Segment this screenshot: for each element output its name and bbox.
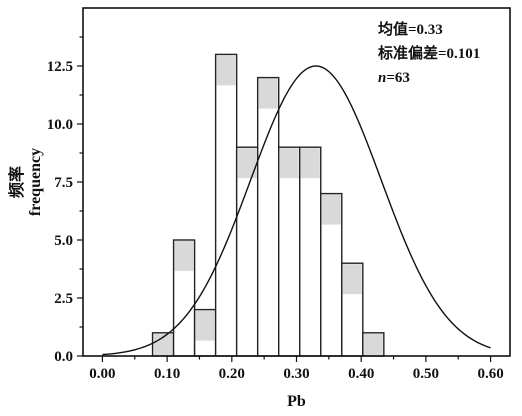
n-symbol: n [378, 70, 386, 86]
histogram-bar-shading [300, 148, 320, 179]
n-value: =63 [386, 70, 410, 86]
histogram-bar-shading [237, 148, 257, 179]
x-tick-label: 0.20 [219, 366, 245, 382]
x-tick-label: 0.60 [477, 366, 503, 382]
histogram-bar [278, 146, 301, 357]
y-tick-label: 12.5 [47, 59, 73, 75]
histogram-bar-shading [153, 333, 173, 355]
histogram-bar [214, 53, 238, 357]
x-axis: 0.00 0.10 0.20 0.30 0.40 0.50 0.60 [89, 356, 504, 382]
histogram-bar [256, 76, 280, 357]
y-tick-label: 7.5 [54, 175, 73, 191]
y-tick-label: 5.0 [54, 233, 73, 249]
histogram-bar-shading [342, 264, 362, 295]
histogram-bar-shading [321, 194, 341, 225]
histogram-bar-shading [195, 310, 215, 341]
y-tick-label: 2.5 [54, 291, 73, 307]
histogram-bar-shading [279, 148, 299, 179]
x-tick-label: 0.30 [283, 366, 309, 382]
x-tick-label: 0.50 [413, 366, 439, 382]
bars-group [151, 53, 385, 357]
y-tick-label: 0.0 [54, 349, 73, 365]
x-tick-label: 0.10 [154, 366, 180, 382]
n-annotation: n=63 [378, 70, 410, 86]
sd-annotation: 标准偏差=0.101 [377, 44, 480, 62]
histogram-bar [235, 146, 259, 357]
x-tick-label: 0.00 [89, 366, 115, 382]
normal-fit-curve [102, 65, 491, 356]
y-axis-title-en: frequency [27, 148, 44, 216]
histogram-bar-shading [363, 333, 383, 355]
x-tick-label: 0.40 [348, 366, 374, 382]
y-axis-title-cn: 频率 [7, 166, 26, 198]
y-axis: 0.0 2.5 5.0 7.5 10.0 12.5 [47, 36, 83, 365]
x-axis-title: Pb [287, 393, 306, 410]
histogram-bar [299, 146, 322, 357]
histogram-bar-shading [216, 55, 236, 86]
histogram-bar-shading [174, 241, 194, 271]
y-tick-label: 10.0 [47, 117, 73, 133]
histogram-bar-shading [258, 78, 278, 109]
mean-annotation: 均值=0.33 [378, 20, 443, 38]
